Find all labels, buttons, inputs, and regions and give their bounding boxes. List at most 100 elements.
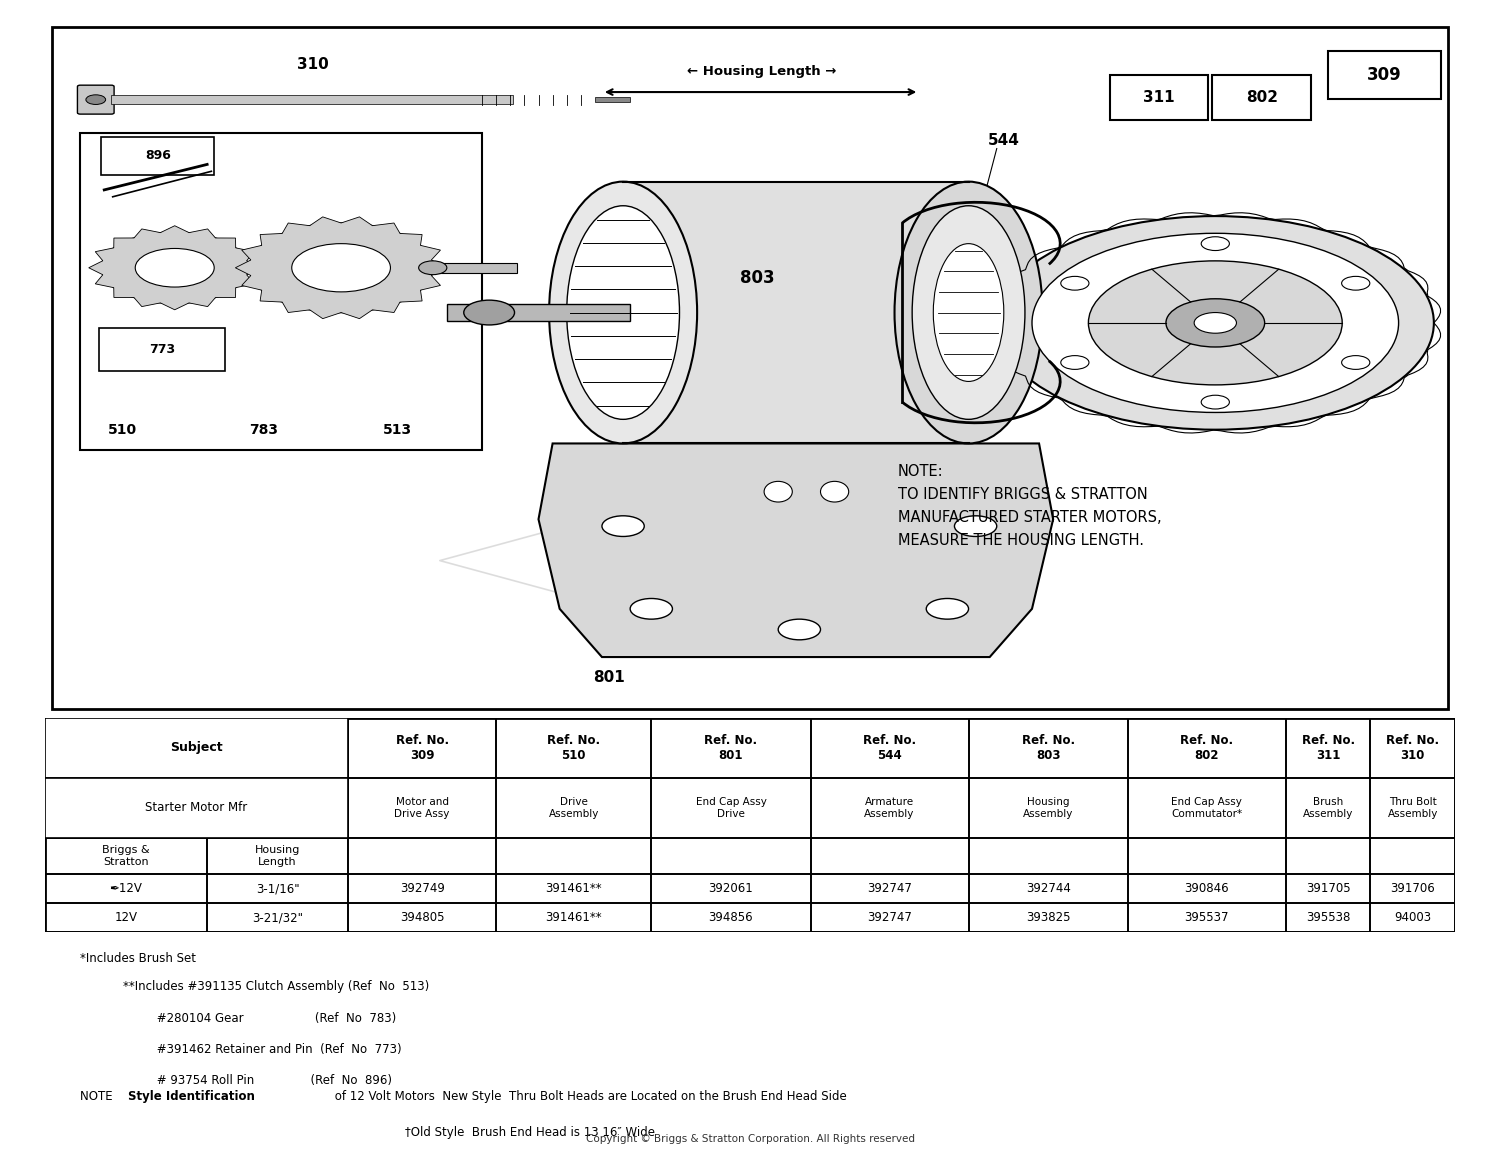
Bar (496, 718, 651, 778)
Bar (207, 778, 348, 838)
Polygon shape (236, 217, 447, 318)
Text: #391462 Retainer and Pin  (Ref  No  773): #391462 Retainer and Pin (Ref No 773) (123, 1043, 400, 1056)
Ellipse shape (912, 206, 1024, 419)
Circle shape (1341, 277, 1370, 291)
Circle shape (291, 243, 390, 292)
Bar (810, 903, 969, 932)
Text: 12V: 12V (114, 911, 138, 924)
Text: 392747: 392747 (867, 911, 912, 924)
Text: Ref. No.
310: Ref. No. 310 (1386, 734, 1440, 762)
Text: End Cap Assy
Drive: End Cap Assy Drive (696, 797, 766, 819)
Bar (1371, 903, 1455, 932)
Text: †Old Style  Brush End Head is 13 16″ Wide: †Old Style Brush End Head is 13 16″ Wide (405, 1126, 654, 1139)
Circle shape (1060, 277, 1089, 291)
Bar (348, 903, 496, 932)
Bar (651, 718, 810, 778)
Bar (45, 778, 348, 838)
Ellipse shape (764, 482, 792, 503)
Polygon shape (622, 182, 969, 444)
Text: 3-1/16": 3-1/16" (256, 882, 300, 895)
Circle shape (1060, 356, 1089, 369)
Bar (651, 874, 810, 903)
Text: **Includes #391135 Clutch Assembly (Ref  No  513): **Includes #391135 Clutch Assembly (Ref … (123, 980, 429, 994)
Bar (207, 718, 348, 778)
Text: Ref. No.
801: Ref. No. 801 (705, 734, 758, 762)
Bar (651, 778, 810, 838)
Text: 392747: 392747 (867, 882, 912, 895)
Text: 510: 510 (108, 423, 136, 437)
Text: 395537: 395537 (1185, 911, 1228, 924)
Bar (45, 838, 207, 874)
Bar (45, 778, 348, 838)
Text: Ref. No.
803: Ref. No. 803 (1022, 734, 1076, 762)
Bar (1286, 903, 1371, 932)
Text: End Cap Assy
Commutator*: End Cap Assy Commutator* (1172, 797, 1242, 819)
Text: Ref. No.
544: Ref. No. 544 (862, 734, 916, 762)
Ellipse shape (549, 182, 698, 444)
Text: #280104 Gear                   (Ref  No  783): #280104 Gear (Ref No 783) (123, 1012, 396, 1025)
Bar (45, 874, 207, 903)
Bar (651, 903, 810, 932)
Text: 391461**: 391461** (546, 882, 602, 895)
Text: 311: 311 (1143, 89, 1174, 104)
Text: 310: 310 (297, 57, 328, 72)
Polygon shape (538, 444, 1053, 657)
Text: 394805: 394805 (400, 911, 444, 924)
FancyBboxPatch shape (78, 86, 114, 115)
Bar (969, 778, 1128, 838)
Bar (45, 718, 207, 778)
Text: Drive
Assembly: Drive Assembly (549, 797, 598, 819)
Text: 309: 309 (1366, 66, 1402, 83)
Bar (1110, 75, 1209, 119)
Circle shape (102, 232, 248, 303)
Bar (1128, 718, 1286, 778)
Bar (1371, 778, 1455, 838)
Ellipse shape (821, 482, 849, 503)
Bar (1128, 838, 1286, 874)
Text: 391461**: 391461** (546, 911, 602, 924)
Text: Housing
Assembly: Housing Assembly (1023, 797, 1074, 819)
Bar (1371, 838, 1455, 874)
Bar (1371, 718, 1455, 778)
Text: 392061: 392061 (708, 882, 753, 895)
Ellipse shape (567, 206, 680, 419)
Text: 3-21/32": 3-21/32" (252, 911, 303, 924)
Text: ← Housing Length →: ← Housing Length → (687, 65, 836, 78)
Circle shape (630, 599, 672, 620)
Text: Armature
Assembly: Armature Assembly (864, 797, 915, 819)
Text: 783: 783 (249, 423, 278, 437)
Circle shape (602, 515, 644, 536)
Bar (1286, 718, 1371, 778)
Text: of 12 Volt Motors  New Style  Thru Bolt Heads are Located on the Brush End Head : of 12 Volt Motors New Style Thru Bolt He… (332, 1090, 848, 1102)
Circle shape (1032, 233, 1398, 412)
Text: 395538: 395538 (1306, 911, 1350, 924)
Bar (1286, 778, 1371, 838)
Text: Ref. No.
802: Ref. No. 802 (1180, 734, 1233, 762)
Circle shape (1089, 261, 1342, 384)
Circle shape (1202, 236, 1230, 250)
Text: Briggs &
Stratton: Briggs & Stratton (102, 845, 150, 867)
Text: 393825: 393825 (1026, 911, 1071, 924)
Text: 544: 544 (988, 133, 1020, 148)
Bar (496, 874, 651, 903)
Bar (496, 838, 651, 874)
Text: 391706: 391706 (1390, 882, 1435, 895)
Bar (348, 718, 496, 778)
Circle shape (135, 249, 214, 287)
Bar (45, 718, 348, 778)
Bar (99, 329, 225, 371)
Ellipse shape (933, 243, 1004, 381)
Bar (651, 838, 810, 874)
Text: Ref. No.
309: Ref. No. 309 (396, 734, 448, 762)
Text: Starter Motor Mfr: Starter Motor Mfr (146, 801, 248, 814)
Text: ✒12V: ✒12V (110, 882, 142, 895)
Text: NOTE: NOTE (81, 1090, 120, 1102)
Text: 801: 801 (592, 670, 626, 686)
Bar (207, 838, 348, 874)
Bar (1128, 778, 1286, 838)
Text: Thru Bolt
Assembly: Thru Bolt Assembly (1388, 797, 1438, 819)
Text: 94003: 94003 (1394, 911, 1431, 924)
Bar (1128, 874, 1286, 903)
Text: 391705: 391705 (1306, 882, 1350, 895)
Bar (1286, 838, 1371, 874)
